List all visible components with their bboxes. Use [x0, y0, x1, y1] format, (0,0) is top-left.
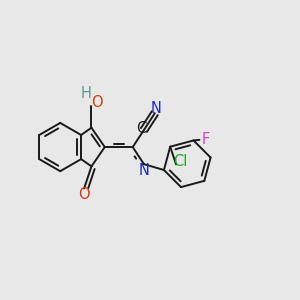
Text: N: N [151, 101, 161, 116]
Text: O: O [91, 95, 103, 110]
Text: N: N [139, 163, 150, 178]
Text: O: O [78, 187, 90, 202]
Text: H: H [80, 86, 91, 101]
Text: F: F [202, 132, 210, 147]
Text: Cl: Cl [173, 154, 188, 169]
Text: C: C [136, 121, 146, 136]
